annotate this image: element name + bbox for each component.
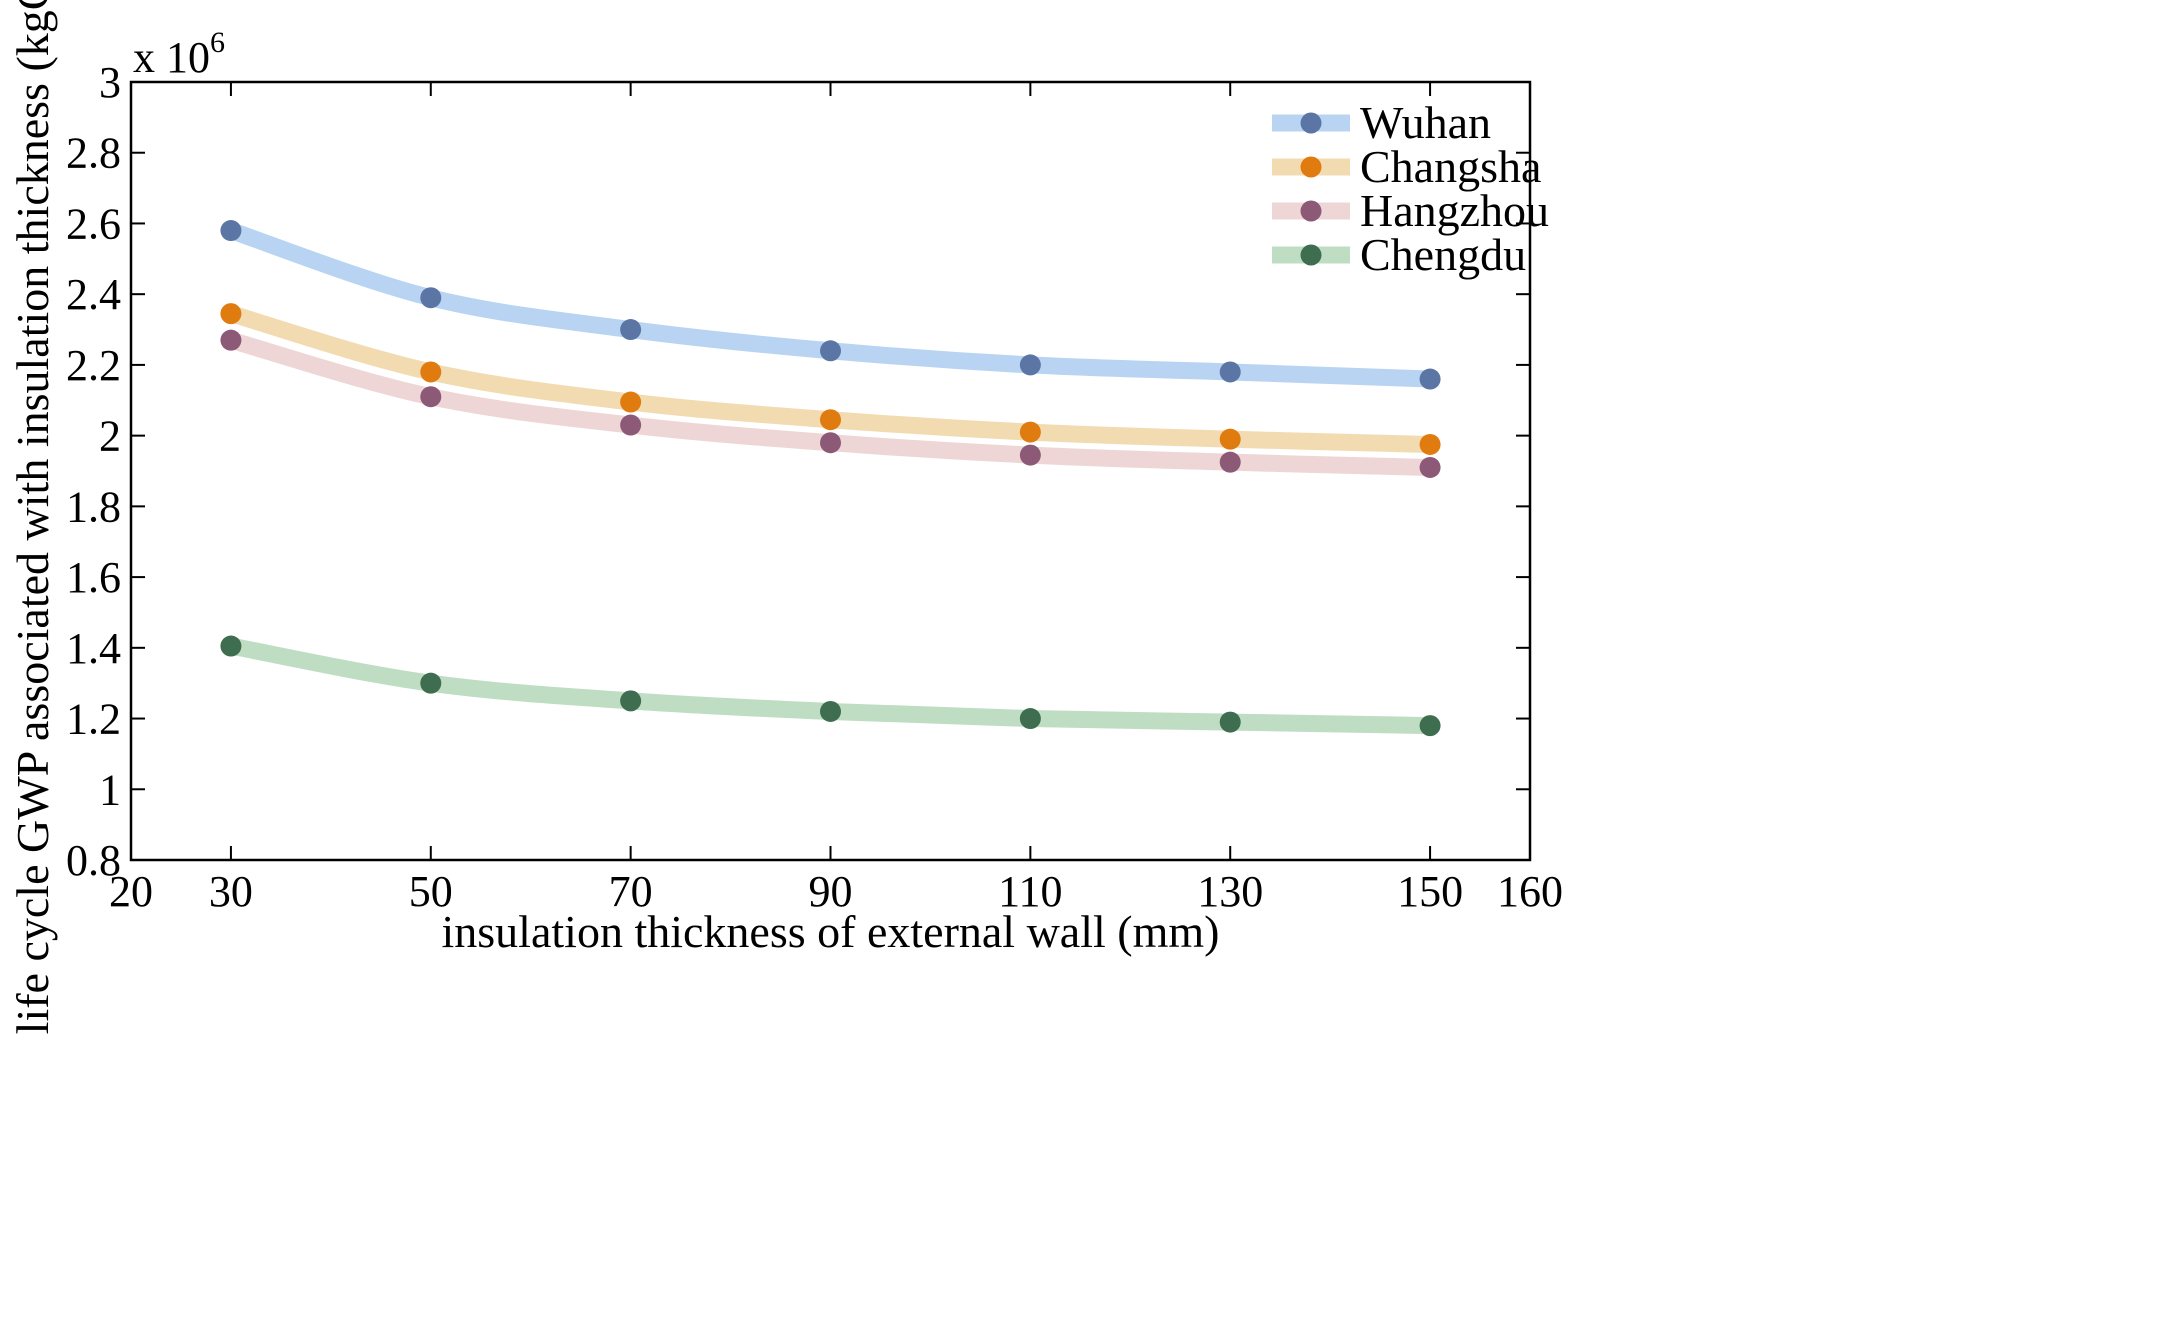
data-point-changsha bbox=[820, 409, 841, 431]
y-multiplier-base: x 10 bbox=[133, 33, 210, 82]
y-tick-label: 1.8 bbox=[66, 482, 121, 531]
data-point-chengdu bbox=[1219, 711, 1241, 733]
data-point-wuhan bbox=[420, 287, 442, 309]
data-point-changsha bbox=[620, 391, 642, 413]
y-tick-label: 2.4 bbox=[66, 270, 121, 319]
y-tick-label: 2.8 bbox=[66, 129, 121, 178]
data-point-chengdu bbox=[420, 672, 442, 694]
legend-item-wuhan: Wuhan bbox=[1272, 97, 1491, 148]
y-tick-label: 2.6 bbox=[66, 199, 121, 248]
y-axis-title: life cycle GWP associated with insulatio… bbox=[7, 0, 63, 1034]
data-point-wuhan bbox=[1419, 368, 1441, 390]
data-point-wuhan bbox=[1019, 354, 1041, 376]
legend-label-changsha: Changsha bbox=[1360, 141, 1541, 192]
data-point-changsha bbox=[1019, 421, 1041, 443]
y-tick-label: 1 bbox=[99, 765, 121, 814]
x-tick-label: 150 bbox=[1397, 867, 1463, 916]
legend-label-hangzhou: Hangzhou bbox=[1360, 185, 1549, 236]
data-point-wuhan bbox=[1219, 361, 1241, 383]
series-chengdu bbox=[220, 635, 1441, 737]
data-point-changsha bbox=[1219, 428, 1241, 450]
data-point-chengdu bbox=[820, 700, 841, 722]
y-tick-label: 2.2 bbox=[66, 341, 121, 390]
x-tick-label: 50 bbox=[409, 867, 453, 916]
legend-swatch-marker-changsha bbox=[1300, 156, 1322, 178]
y-tick-label: 1.4 bbox=[66, 624, 121, 673]
legend-item-changsha: Changsha bbox=[1272, 141, 1541, 192]
data-point-hangzhou bbox=[1019, 444, 1041, 466]
ticks-layer: 20 30 50 70 90 110 130 150 160 0.8 1 1.2 1.4 1.6 1.8 2 2… bbox=[66, 58, 1563, 916]
x-tick-label: 30 bbox=[209, 867, 253, 916]
data-point-hangzhou bbox=[420, 386, 442, 408]
legend-swatch-marker-chengdu bbox=[1300, 244, 1322, 266]
y-tick-label: 2 bbox=[99, 412, 121, 461]
data-point-hangzhou bbox=[1419, 456, 1441, 478]
x-tick-label: 110 bbox=[998, 867, 1062, 916]
legend-item-chengdu: Chengdu bbox=[1272, 229, 1526, 280]
y-axis-title-main: life cycle GWP associated with insulatio… bbox=[7, 0, 58, 1034]
y-tick-label: 1.6 bbox=[66, 553, 121, 602]
legend-item-hangzhou: Hangzhou bbox=[1272, 185, 1549, 236]
legend-swatch-marker-wuhan bbox=[1300, 112, 1322, 134]
data-point-wuhan bbox=[220, 220, 242, 242]
data-point-hangzhou bbox=[820, 432, 841, 454]
data-point-chengdu bbox=[1419, 715, 1441, 737]
y-axis-multiplier: x 106 bbox=[133, 26, 225, 82]
x-tick-label: 20 bbox=[109, 867, 153, 916]
series-hangzhou bbox=[220, 329, 1441, 478]
data-point-wuhan bbox=[820, 340, 841, 362]
data-point-chengdu bbox=[620, 690, 642, 712]
y-tick-label: 0.8 bbox=[66, 836, 121, 885]
x-tick-label: 160 bbox=[1497, 867, 1563, 916]
y-tick-label: 1.2 bbox=[66, 695, 121, 744]
legend-swatch-marker-hangzhou bbox=[1300, 200, 1322, 222]
legend-label-chengdu: Chengdu bbox=[1360, 229, 1526, 280]
data-point-wuhan bbox=[620, 319, 642, 341]
data-point-changsha bbox=[220, 303, 242, 325]
x-tick-label: 90 bbox=[809, 867, 853, 916]
data-point-changsha bbox=[1419, 433, 1441, 455]
data-point-chengdu bbox=[1019, 708, 1041, 730]
data-point-hangzhou bbox=[620, 414, 642, 436]
series-changsha bbox=[220, 303, 1441, 455]
x-tick-label: 70 bbox=[609, 867, 653, 916]
series-wuhan bbox=[220, 220, 1441, 390]
data-point-changsha bbox=[420, 361, 442, 383]
x-tick-label: 130 bbox=[1197, 867, 1263, 916]
x-axis-title: insulation thickness of external wall (m… bbox=[442, 906, 1220, 957]
series-layer bbox=[220, 220, 1441, 737]
data-point-chengdu bbox=[220, 635, 242, 657]
data-point-hangzhou bbox=[1219, 451, 1241, 473]
y-multiplier-exponent: 6 bbox=[210, 26, 225, 59]
data-point-hangzhou bbox=[220, 329, 242, 351]
legend-label-wuhan: Wuhan bbox=[1360, 97, 1491, 148]
y-tick-label: 3 bbox=[99, 58, 121, 107]
